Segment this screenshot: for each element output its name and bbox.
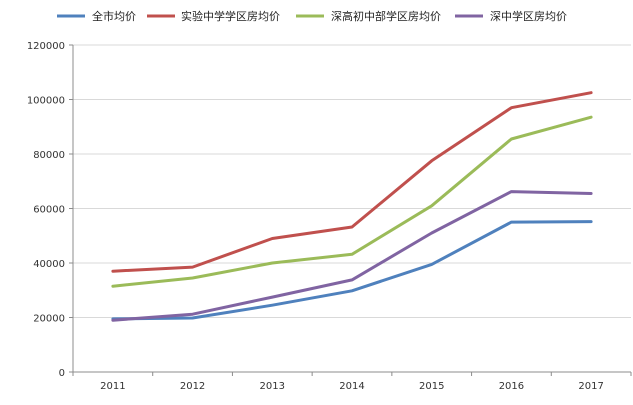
- series-lines: [111, 91, 593, 322]
- y-tick-label: 120000: [27, 41, 65, 52]
- series-line-4: [111, 190, 593, 322]
- x-tick-label: 2012: [180, 381, 205, 392]
- legend-label-1: 全市均价: [92, 9, 136, 23]
- x-tick-labels: 2011 2012 2013 2014 2015 2016 2017: [100, 381, 604, 392]
- legend-label-4: 深中学区房均价: [490, 9, 567, 23]
- legend: 全市均价 实验中学学区房均价 深高初中部学区房均价 深中学区房均价: [57, 9, 567, 23]
- x-tick-label: 2013: [260, 381, 285, 392]
- x-tick-label: 2011: [100, 381, 125, 392]
- y-tick-label: 60000: [33, 205, 65, 216]
- y-tick-labels: 0 20000 40000 60000 80000 100000 120000: [27, 41, 65, 379]
- y-tick-label: 80000: [33, 150, 65, 161]
- x-tick-label: 2015: [419, 381, 444, 392]
- y-tick-label: 0: [59, 368, 65, 379]
- x-tick-label: 2016: [499, 381, 524, 392]
- series-line-3: [111, 115, 593, 288]
- x-tick-label: 2017: [578, 381, 603, 392]
- x-tick-label: 2014: [339, 381, 364, 392]
- legend-label-2: 实验中学学区房均价: [181, 9, 280, 23]
- y-tick-label: 100000: [27, 96, 65, 107]
- legend-label-3: 深高初中部学区房均价: [331, 9, 441, 23]
- y-tick-label: 20000: [33, 314, 65, 325]
- gridlines: [73, 44, 631, 318]
- series-line-1: [111, 220, 593, 321]
- series-line-2: [111, 91, 593, 273]
- axes: [69, 44, 632, 376]
- y-tick-label: 40000: [33, 259, 65, 270]
